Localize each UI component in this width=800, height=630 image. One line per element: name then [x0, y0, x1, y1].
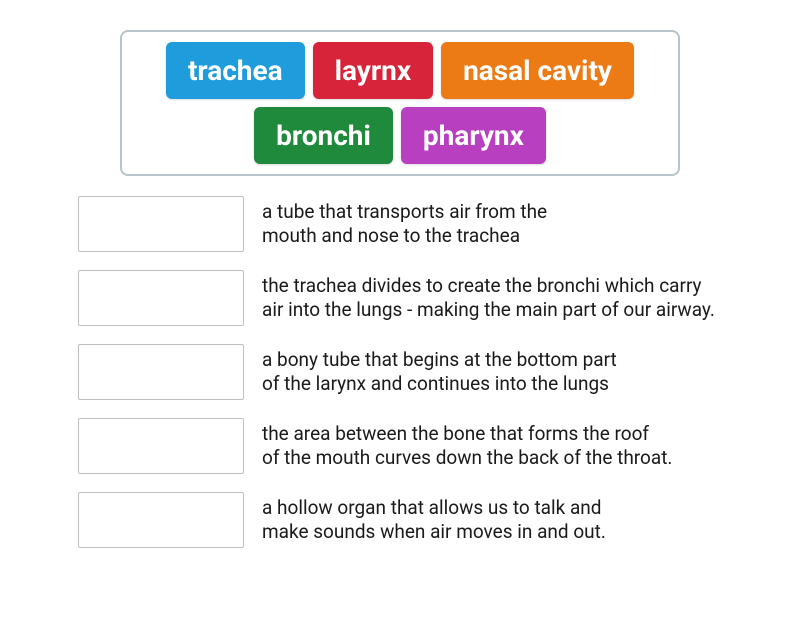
definition-text: a hollow organ that allows us to talk an… — [262, 496, 606, 544]
word-chip-layrnx[interactable]: layrnx — [313, 42, 433, 99]
drop-slot[interactable] — [78, 418, 244, 474]
definition-text: a bony tube that begins at the bottom pa… — [262, 348, 617, 396]
word-chip-trachea[interactable]: trachea — [166, 42, 305, 99]
definition-text: the area between the bone that forms the… — [262, 422, 672, 470]
drop-slot[interactable] — [78, 344, 244, 400]
definition-row: the trachea divides to create the bronch… — [78, 270, 760, 326]
definition-row: a bony tube that begins at the bottom pa… — [78, 344, 760, 400]
definition-row: a tube that transports air from themouth… — [78, 196, 760, 252]
drop-slot[interactable] — [78, 270, 244, 326]
drop-slot[interactable] — [78, 492, 244, 548]
word-bank: trachealayrnxnasal cavity bronchipharynx — [120, 30, 680, 176]
word-chip-bronchi[interactable]: bronchi — [254, 107, 393, 164]
word-chip-pharynx[interactable]: pharynx — [401, 107, 546, 164]
definition-text: the trachea divides to create the bronch… — [262, 274, 715, 322]
definitions-list: a tube that transports air from themouth… — [40, 196, 760, 548]
definition-row: the area between the bone that forms the… — [78, 418, 760, 474]
drop-slot[interactable] — [78, 196, 244, 252]
word-chip-nasal-cavity[interactable]: nasal cavity — [441, 42, 634, 99]
definition-row: a hollow organ that allows us to talk an… — [78, 492, 760, 548]
definition-text: a tube that transports air from themouth… — [262, 200, 547, 248]
